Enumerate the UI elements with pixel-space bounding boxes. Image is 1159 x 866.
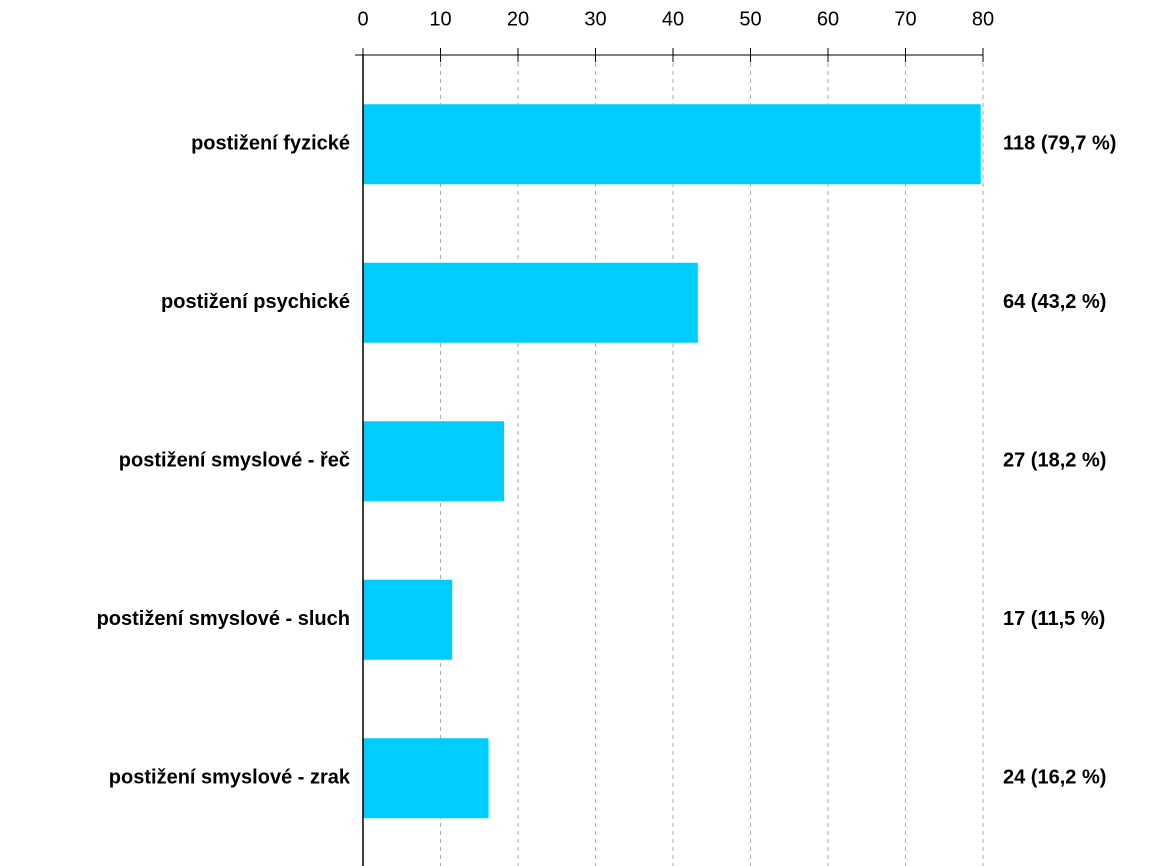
bar xyxy=(363,262,698,343)
value-label: 24 (16,2 %) xyxy=(1003,767,1106,789)
value-label: 27 (18,2 %) xyxy=(1003,450,1106,472)
x-tick-label: 0 xyxy=(357,8,368,30)
x-tick-label: 30 xyxy=(584,8,606,30)
category-label: postižení smyslové - zrak xyxy=(109,767,351,789)
x-tick-label: 40 xyxy=(662,8,684,30)
x-tick-label: 80 xyxy=(972,8,994,30)
x-tick-label: 10 xyxy=(429,8,451,30)
value-label: 64 (43,2 %) xyxy=(1003,291,1106,313)
category-label: postižení smyslové - řeč xyxy=(119,450,350,472)
value-label: 118 (79,7 %) xyxy=(1003,133,1116,155)
category-label: postižení smyslové - sluch xyxy=(97,608,350,630)
bar xyxy=(363,738,489,819)
bar xyxy=(363,579,453,660)
bar xyxy=(363,104,981,185)
x-tick-label: 60 xyxy=(817,8,839,30)
category-label: postižení fyzické xyxy=(191,133,350,155)
x-tick-label: 50 xyxy=(739,8,761,30)
x-tick-label: 70 xyxy=(894,8,916,30)
category-label: postižení psychické xyxy=(161,291,350,313)
x-tick-label: 20 xyxy=(507,8,529,30)
value-label: 17 (11,5 %) xyxy=(1003,608,1105,630)
bar xyxy=(363,421,505,502)
